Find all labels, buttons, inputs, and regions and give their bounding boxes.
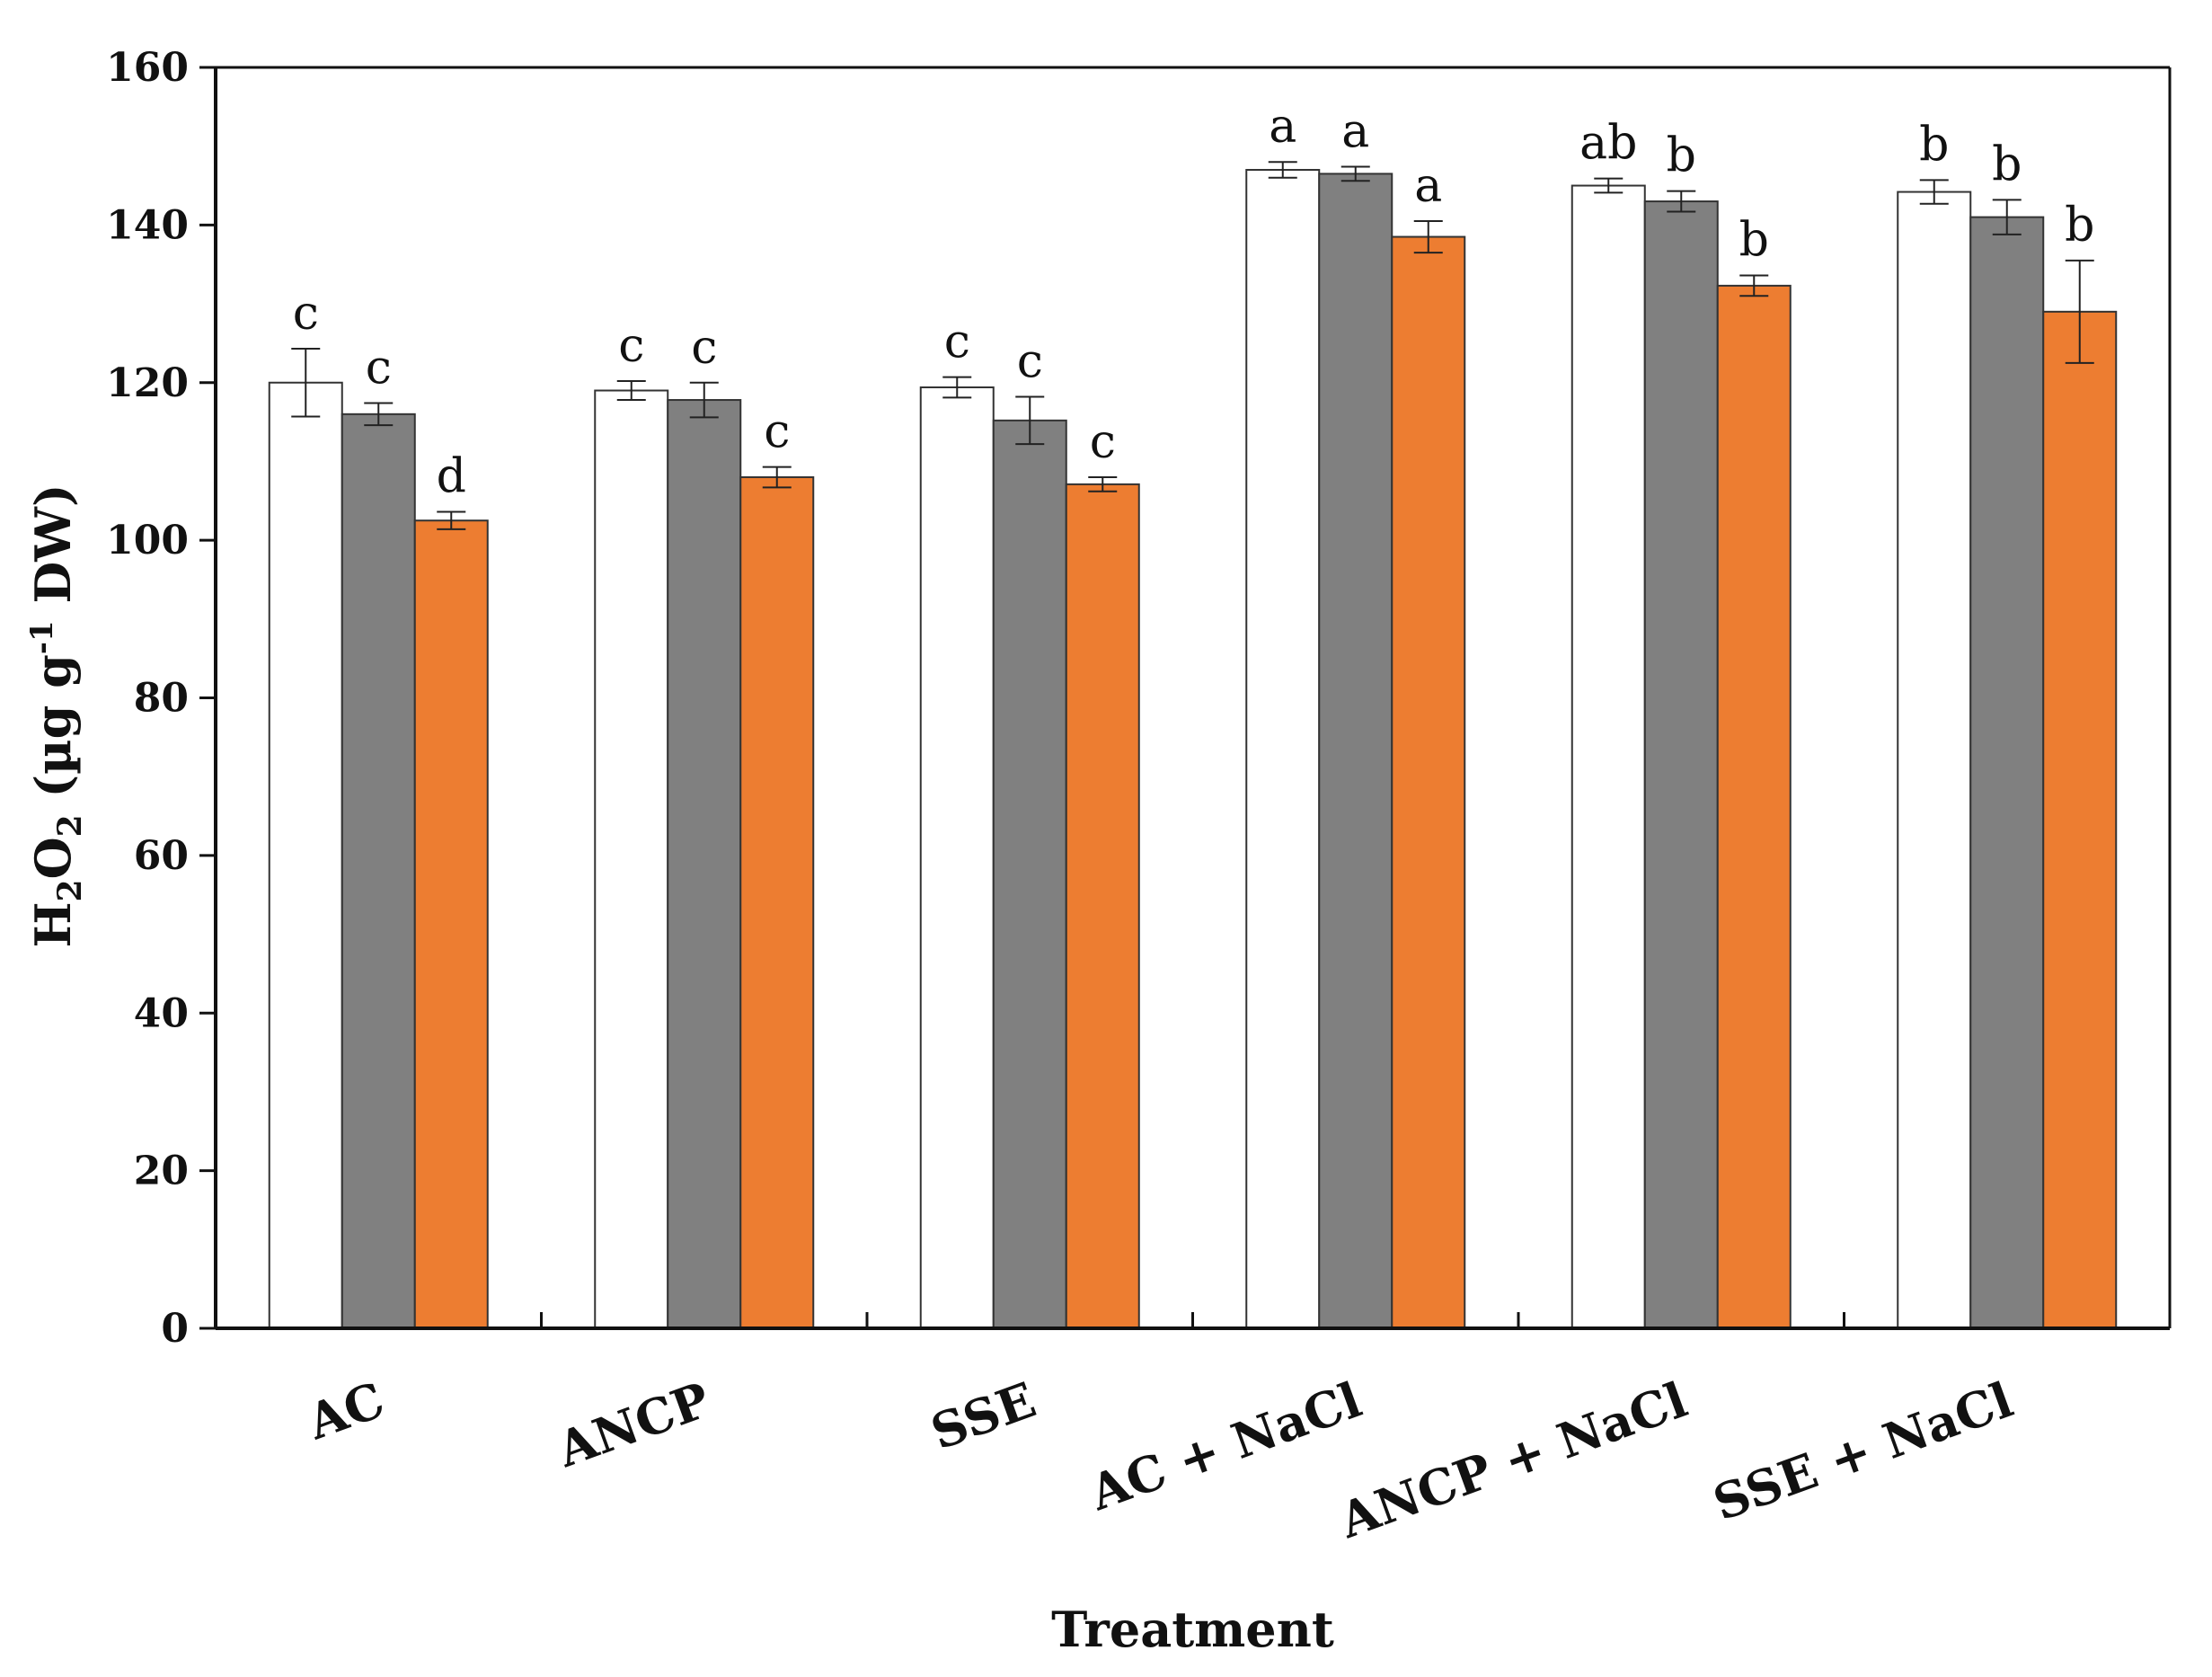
significance-label: b <box>1667 129 1696 183</box>
x-category-label: ANCP <box>549 1371 717 1478</box>
significance-label: c <box>764 405 790 459</box>
significance-label: c <box>1090 415 1116 469</box>
y-tick-label: 40 <box>134 990 189 1036</box>
y-axis-title-sup: -1 <box>24 620 60 654</box>
bars-layer <box>268 168 2118 1330</box>
y-tick-label: 120 <box>106 360 189 406</box>
bar-series-2-0 <box>341 413 416 1329</box>
significance-label: ab <box>1579 117 1637 171</box>
bar-series-1-4 <box>1571 184 1646 1329</box>
y-axis-title-units: (µg g <box>24 654 82 814</box>
significance-label: b <box>1992 138 2022 191</box>
bar-series-2-3 <box>1318 173 1394 1329</box>
y-tick-label: 100 <box>106 518 189 563</box>
y-axis-title-o: O <box>24 837 82 879</box>
y-axis-title-units-close: DW) <box>24 484 82 620</box>
significance-label: c <box>1017 335 1043 389</box>
bar-series-1-3 <box>1245 168 1321 1329</box>
significance-label: b <box>1739 213 1769 267</box>
y-tick-label: 80 <box>134 676 189 722</box>
x-category-label: AC + NaCl <box>1082 1371 1368 1522</box>
significance-label: a <box>1341 104 1369 158</box>
y-ticks-layer: 0 20 40 60 80 100 120 140 160 <box>106 45 216 1352</box>
bar-series-2-5 <box>1969 216 2045 1330</box>
significance-label: c <box>293 287 319 341</box>
x-category-label: AC <box>299 1371 392 1451</box>
bar-series-1-0 <box>268 381 343 1329</box>
bar-series-3-0 <box>413 519 489 1329</box>
bar-series-3-1 <box>739 475 815 1329</box>
significance-label: c <box>944 315 970 369</box>
x-axis-title: Treatment <box>1051 1601 1334 1658</box>
bar-series-1-2 <box>919 386 995 1330</box>
y-tick-label: 140 <box>106 202 189 248</box>
y-axis-title-sub2: 2 <box>51 814 89 837</box>
significance-label: b <box>1919 118 1949 172</box>
y-tick-label: 60 <box>134 833 189 879</box>
bar-series-2-2 <box>992 419 1067 1329</box>
significance-label: c <box>618 319 644 373</box>
significance-label: a <box>1414 159 1442 213</box>
significance-label: a <box>1269 100 1296 154</box>
significance-label: c <box>691 321 717 375</box>
bar-series-3-2 <box>1065 483 1140 1329</box>
bar-series-1-1 <box>594 389 669 1329</box>
bar-series-3-5 <box>2042 310 2118 1329</box>
y-axis-title-sub1: 2 <box>51 879 89 901</box>
x-ticks-layer <box>540 1312 1845 1328</box>
significance-label: d <box>437 450 466 504</box>
x-category-label: ANCP + NaCl <box>1332 1371 1694 1549</box>
bar-series-2-1 <box>667 399 742 1329</box>
axes-layer <box>214 66 2172 1330</box>
bar-series-3-3 <box>1391 235 1466 1330</box>
y-tick-label: 0 <box>161 1306 189 1352</box>
x-category-label: SSE + NaCl <box>1706 1371 2021 1531</box>
y-tick-label: 20 <box>134 1149 189 1194</box>
y-tick-label: 160 <box>106 45 189 91</box>
bar-series-2-4 <box>1643 200 1719 1330</box>
bar-series-3-4 <box>1716 284 1792 1329</box>
y-axis-title-h: H <box>24 901 82 947</box>
x-category-label: SSE <box>924 1371 1043 1460</box>
significance-label: b <box>2065 199 2094 253</box>
error-bars-layer <box>291 161 2094 530</box>
significance-label: c <box>366 342 392 395</box>
bar-series-1-5 <box>1897 191 1972 1329</box>
y-axis-title: H2O2 (µg g-1 DW) <box>24 484 89 947</box>
